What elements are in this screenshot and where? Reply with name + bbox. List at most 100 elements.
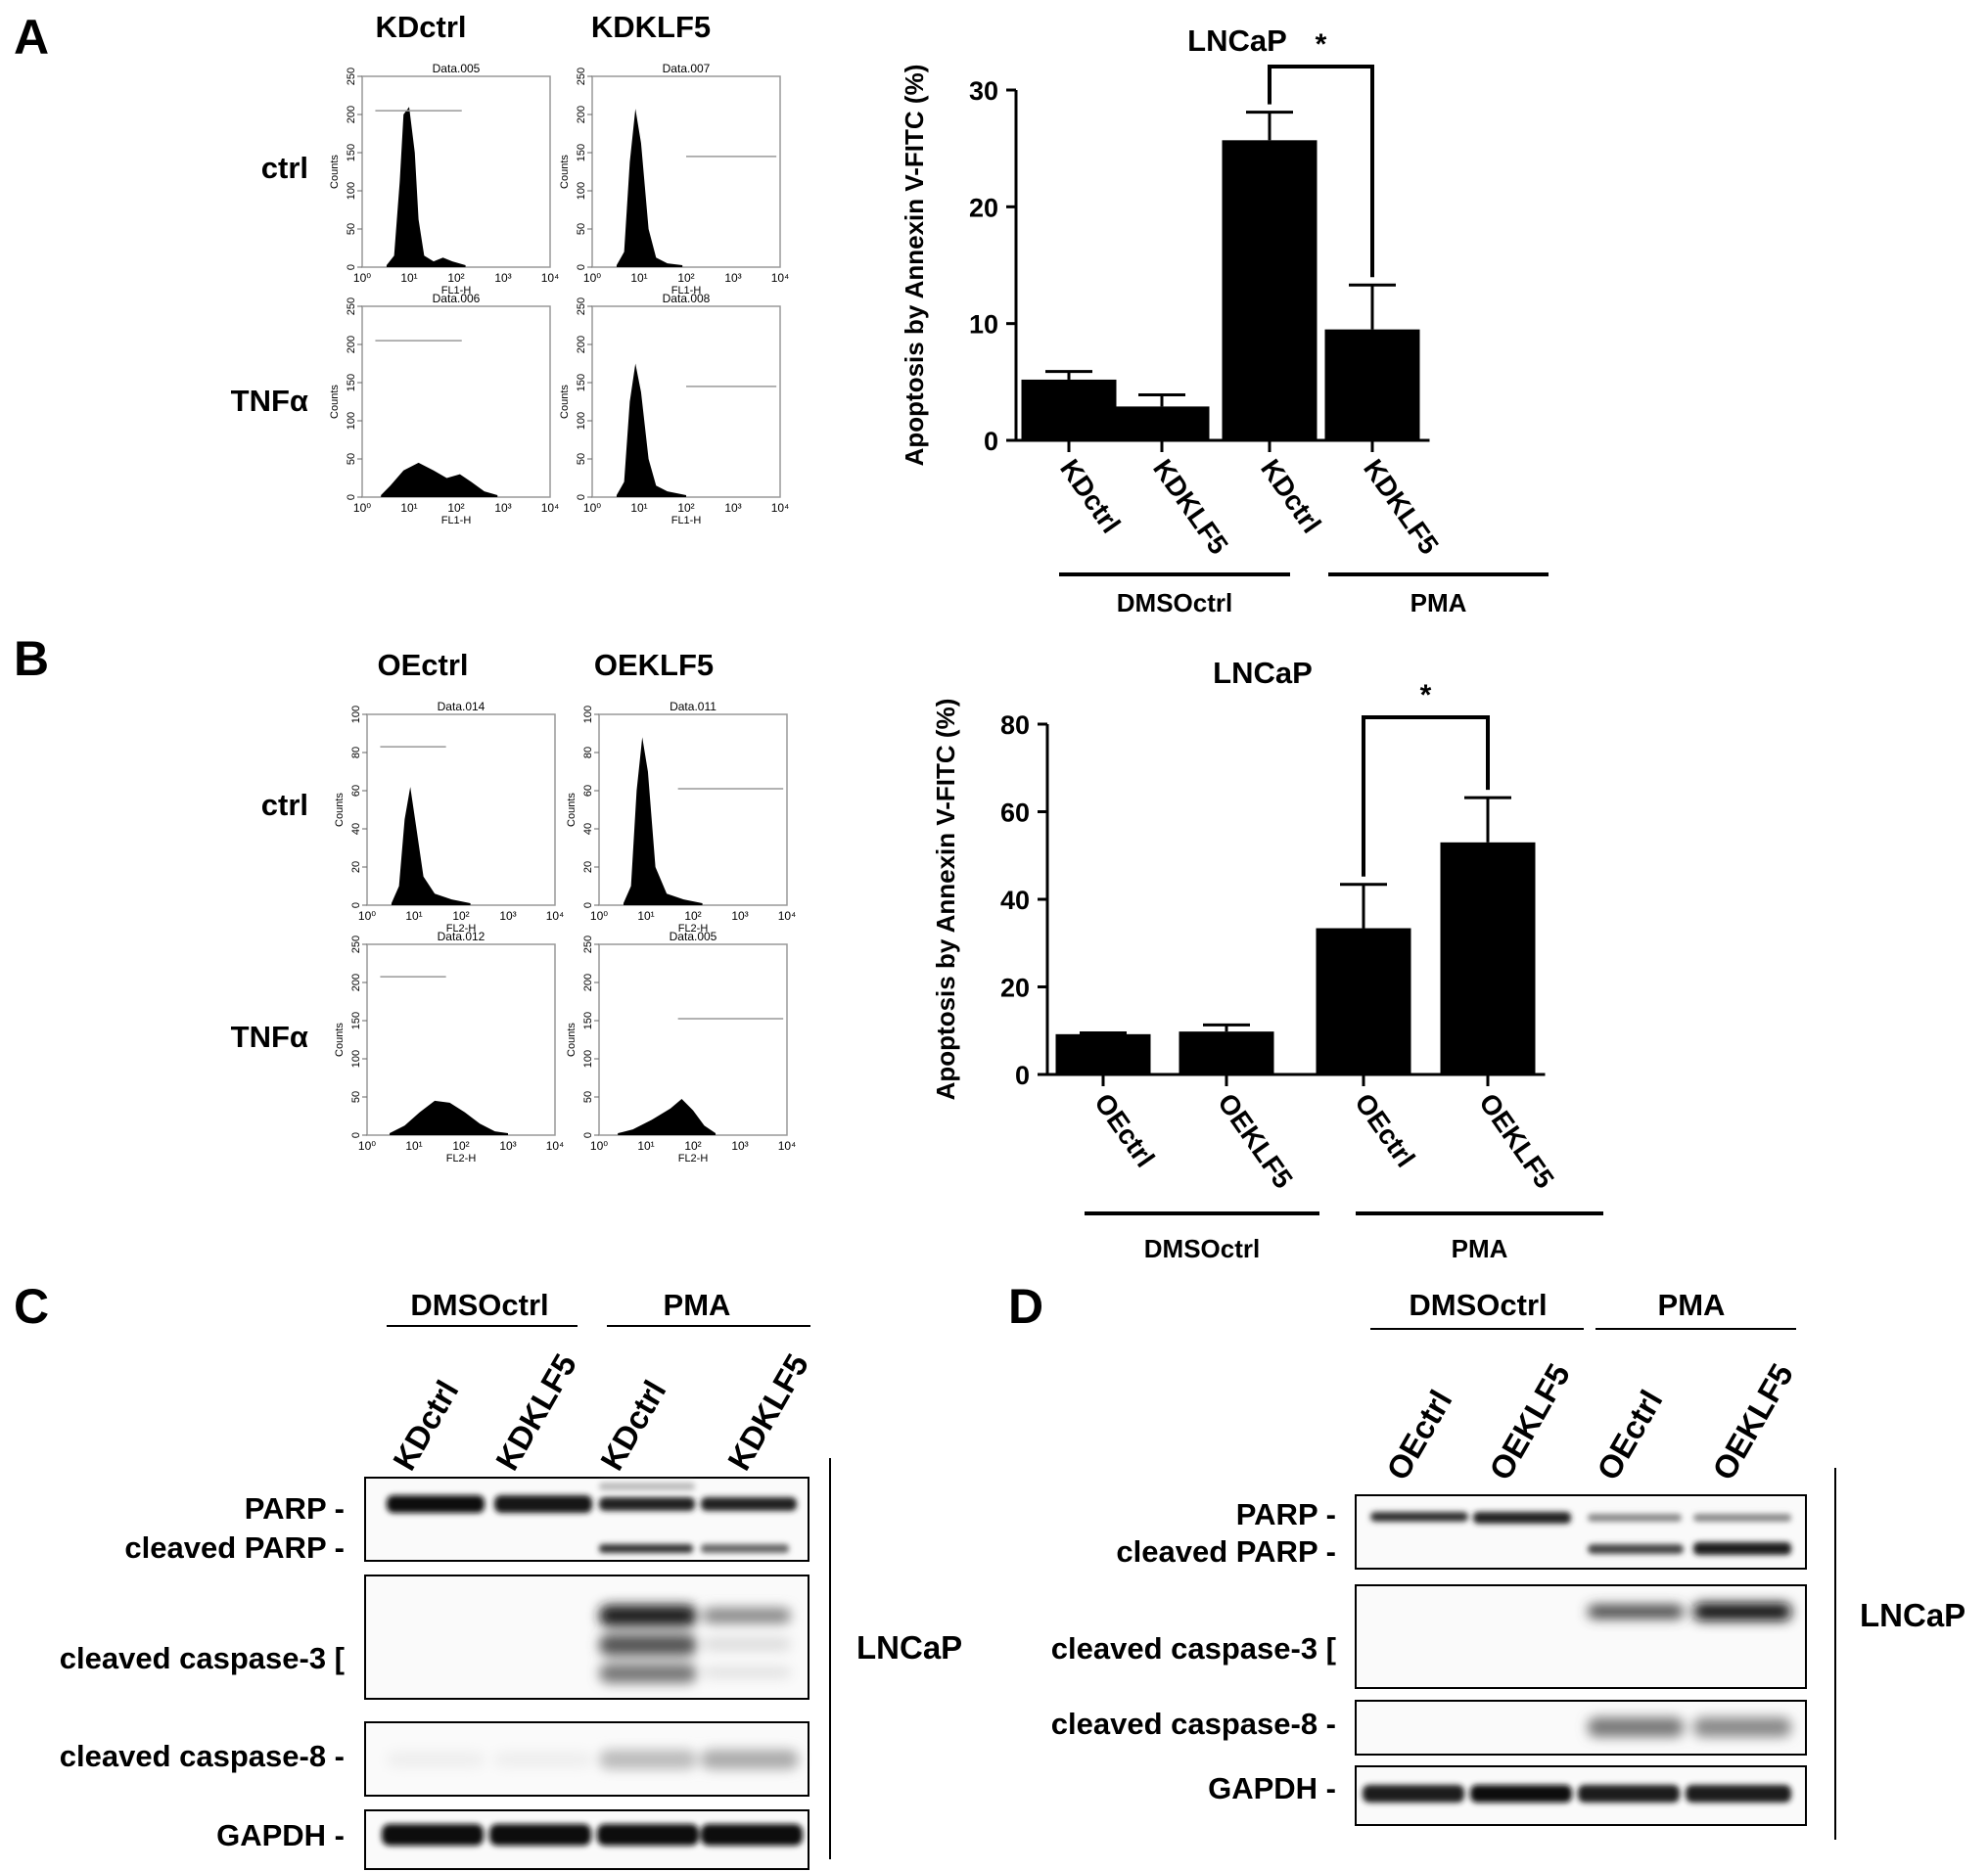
band <box>1473 1512 1571 1524</box>
histogram-frame <box>591 305 781 498</box>
chart-category-label: OEctrl <box>1349 1088 1421 1173</box>
band <box>597 1824 699 1846</box>
band <box>1363 1785 1464 1803</box>
chart-category-label: KDctrl <box>1054 454 1127 539</box>
bar <box>1324 329 1420 440</box>
col-header-kdklf5: KDKLF5 <box>591 10 711 44</box>
histogram-xlabel: FL2-H <box>678 1153 709 1164</box>
histogram-ytick-label: 100 <box>350 1050 362 1068</box>
chart-ytick-label: 0 <box>1015 1061 1030 1090</box>
panel-a-histograms: KDctrl KDKLF5 ctrl TNFα Data.005 0 50 100 15… <box>231 10 790 526</box>
chart-category-label: KDctrl <box>1255 454 1327 539</box>
panel-letter-c: C <box>14 1279 49 1334</box>
histogram-ytick-label: 100 <box>582 706 594 723</box>
histogram-frame <box>366 713 556 906</box>
bar <box>1316 928 1411 1074</box>
histogram-ytick-label: 250 <box>582 936 594 953</box>
panel-letter-b: B <box>14 631 49 686</box>
histogram-xtick-label: 10² <box>677 271 694 285</box>
histogram-xtick-label: 10¹ <box>630 501 647 515</box>
histogram-xtick-label: 10⁴ <box>541 501 560 515</box>
histogram-distribution <box>623 737 703 905</box>
histogram-ylabel: Counts <box>559 155 571 189</box>
histogram-ytick-label: 100 <box>350 706 362 723</box>
band-label-parp: PARP - <box>245 1491 345 1526</box>
histogram-xtick-label: 10⁰ <box>353 501 371 515</box>
col-header-kdctrl: KDctrl <box>375 10 466 44</box>
significance-bracket <box>1362 715 1490 877</box>
chart-ylabel: Apoptosis by Annexin V-FITC (%) <box>931 699 960 1101</box>
band <box>1693 1603 1791 1621</box>
histogram-distribution <box>391 787 471 905</box>
band <box>1588 1605 1684 1619</box>
significance-star: * <box>1420 679 1432 711</box>
chart-title: LNCaP <box>1187 23 1287 58</box>
histogram-xtick-label: 10¹ <box>637 909 654 923</box>
histogram-ytick-label: 150 <box>576 144 587 161</box>
bar <box>1055 1033 1151 1074</box>
histogram-xtick-label: 10⁴ <box>778 1139 797 1153</box>
group-label: PMA <box>1452 1234 1508 1263</box>
histogram-xtick-label: 10³ <box>731 1139 748 1153</box>
histogram-frame <box>591 75 781 268</box>
bar <box>1222 140 1318 440</box>
histogram-ytick-label: 50 <box>576 223 587 235</box>
bar-chart-overexpression: LNCaP 0 20 40 60 80 Apoptosis by Annexin V-FIT… <box>931 656 1603 1263</box>
histogram-ytick-label: 150 <box>350 1012 362 1029</box>
histogram-ytick-label: 200 <box>346 336 357 353</box>
histogram-xtick-label: 10⁴ <box>546 909 565 923</box>
histogram-ytick-label: 200 <box>346 106 357 123</box>
histogram-xtick-label: 10¹ <box>400 501 417 515</box>
panel-letter-a: A <box>14 10 49 65</box>
histogram-ytick-label: 150 <box>346 374 357 391</box>
row-label-ctrl: ctrl <box>261 151 308 185</box>
histogram-distribution <box>616 363 686 497</box>
bar <box>1179 1031 1274 1074</box>
band-group-parp <box>1370 1512 1791 1555</box>
histogram-xtick-label: 10² <box>452 1139 469 1153</box>
band-label-cleaved-caspase3: cleaved caspase-3 [ <box>1051 1631 1336 1666</box>
histogram-ylabel: Counts <box>566 1023 578 1057</box>
band <box>1693 1514 1791 1522</box>
histogram-xtick-label: 10⁰ <box>583 501 601 515</box>
significance-star: * <box>1316 28 1327 61</box>
cell-line-label: LNCaP <box>856 1629 962 1666</box>
lane-label: OEctrl <box>1590 1384 1670 1485</box>
chart-ytick-label: 60 <box>1000 799 1030 828</box>
histogram-xtick-label: 10⁴ <box>546 1139 565 1153</box>
chart-ytick-label: 40 <box>1000 886 1030 915</box>
band <box>1370 1512 1468 1522</box>
histogram-xtick-label: 10² <box>684 909 701 923</box>
lane-label: OEKLF5 <box>1705 1357 1800 1485</box>
band <box>1470 1785 1572 1803</box>
chart-ytick-label: 80 <box>1000 710 1030 740</box>
histogram-xtick-label: 10¹ <box>405 909 422 923</box>
histogram-ytick-label: 0 <box>350 1132 362 1138</box>
band <box>1686 1785 1791 1803</box>
histogram-ytick-label: 40 <box>582 823 594 835</box>
histogram-frame <box>598 943 788 1136</box>
histogram-ytick-label: 40 <box>350 823 362 835</box>
histogram-ytick-label: 150 <box>582 1012 594 1029</box>
histogram-ytick-label: 0 <box>576 264 587 270</box>
band-label-cleaved-caspase8: cleaved caspase-8 - <box>60 1739 345 1773</box>
histogram-ytick-label: 80 <box>350 747 362 758</box>
band <box>494 1495 592 1513</box>
histogram-ytick-label: 50 <box>350 1091 362 1103</box>
group-label: DMSOctrl <box>1117 588 1232 617</box>
histogram-ytick-label: 200 <box>350 974 362 991</box>
histogram-ytick-label: 0 <box>582 902 594 908</box>
histogram-ytick-label: 100 <box>576 412 587 430</box>
lane-label: KDKLF5 <box>720 1347 815 1476</box>
histogram-plot: Data.014 0 20 40 60 80 100 Counts 10⁰ 10¹ 10² 10³ 10… <box>334 700 564 935</box>
histogram-xtick-label: 10⁰ <box>583 271 601 285</box>
histogram-ylabel: Counts <box>334 1023 346 1057</box>
chart-ytick-label: 20 <box>1000 974 1030 1003</box>
band-group-caspase8 <box>1588 1717 1791 1737</box>
histogram-title: Data.014 <box>438 700 485 713</box>
histogram-ytick-label: 250 <box>346 68 357 85</box>
histogram-ylabel: Counts <box>329 385 341 419</box>
lane-label: KDctrl <box>593 1374 673 1476</box>
row-label-tnfa: TNFα <box>231 384 308 418</box>
histogram-ytick-label: 20 <box>350 861 362 873</box>
